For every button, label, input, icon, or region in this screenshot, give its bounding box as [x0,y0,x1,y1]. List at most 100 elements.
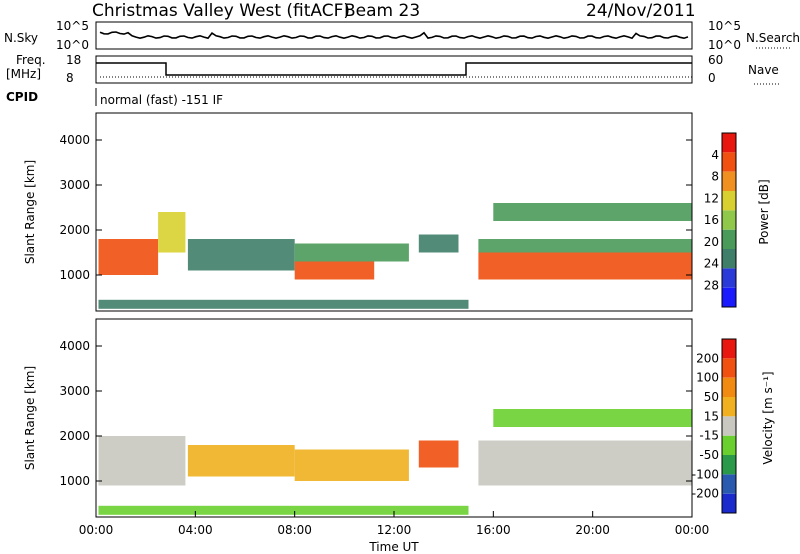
x-tick-label-2: 08:00 [277,523,312,537]
power-colorbar-swatch-2 [722,249,736,269]
velocity-y-axis-label: Slant Range [km] [23,366,37,470]
velocity-colorbar-tick-2: 50 [704,390,719,404]
velocity-colorbar-tick-4: -15 [699,429,719,443]
velocity-patch-5 [493,409,692,427]
power-colorbar-swatch-8 [722,133,736,153]
power-colorbar-tick-4: 20 [704,235,719,249]
nave-tick-top: 60 [708,53,723,67]
noise-right-label: N.Search [746,31,800,45]
power-y-axis: 1000 2000 3000 4000 [59,133,692,282]
freq-tick-top: 18 [66,53,81,67]
power-patch-7 [478,239,692,253]
power-colorbar-swatch-1 [722,268,736,288]
date-label: 24/Nov/2011 [586,1,696,21]
velocity-colorbar-tick-0: 200 [696,351,719,365]
power-patch-6 [478,252,692,280]
velocity-patch-3 [418,440,459,468]
power-colorbar-frame [721,132,737,308]
freq-label-1: Freq. [16,53,46,67]
velocity-patch-2 [294,449,409,481]
x-tick-label-6: 00:00 [675,523,710,537]
power-colorbar-swatch-7 [722,152,736,172]
velocity-colorbar-swatch-4 [722,416,736,436]
power-y-tick-label-0: 1000 [59,268,90,282]
noise-series [99,31,689,40]
nave-tick-bottom: 0 [708,71,716,85]
power-y-axis-label: Slant Range [km] [23,160,37,264]
velocity-colorbar-swatch-0 [722,493,736,513]
x-tick-label-3: 12:00 [377,523,412,537]
velocity-colorbar-swatch-6 [722,377,736,397]
velocity-patch-1 [187,445,295,477]
x-tick-label-5: 20:00 [575,523,610,537]
power-colorbar-swatch-5 [722,191,736,211]
power-patch-5 [418,234,459,253]
power-colorbar-tick-6: 28 [704,278,719,292]
power-colorbar-swatch-6 [722,171,736,191]
x-tick-label-0: 00:00 [79,523,114,537]
station-title: Christmas Valley West (fitACF) [92,1,350,21]
power-patch-9 [98,299,469,309]
power-patch-2 [187,239,295,271]
velocity-colorbar-tick-3: 15 [704,409,719,423]
beam-label: Beam 23 [344,1,420,21]
power-colorbar-tick-1: 8 [711,170,719,184]
frequency-panel-frame [95,55,693,84]
velocity-y-axis: 1000 2000 3000 4000 [59,339,692,488]
velocity-colorbar-swatch-3 [722,435,736,455]
velocity-y-tick-label-0: 1000 [59,474,90,488]
nave-label: Nave [748,63,779,77]
power-panel-frame [95,112,693,312]
power-y-tick-label-3: 4000 [59,133,90,147]
frequency-panel: Freq. [MHz] 18 8 60 0 Nave [6,53,780,85]
power-heatmap-cells [98,203,692,309]
velocity-y-tick-label-1: 2000 [59,429,90,443]
velocity-y-tick-label-3: 4000 [59,339,90,353]
noise-left-tick-top: 10^5 [56,19,89,33]
noise-right-tick-bottom: 10^0 [708,38,741,52]
freq-label-2: [MHz] [6,67,41,81]
power-colorbar: 4 8 12 16 20 24 28 [704,132,737,308]
velocity-colorbar-swatch-1 [722,474,736,494]
power-colorbar-tick-5: 24 [704,257,719,271]
velocity-colorbar-tick-7: -200 [692,487,719,501]
noise-right-tick-top: 10^5 [708,19,741,33]
velocity-colorbar-swatch-8 [722,339,736,359]
power-patch-1 [158,212,186,253]
power-colorbar-swatch-0 [722,287,736,307]
velocity-colorbar-label: Velocity [m s⁻¹] [761,371,775,464]
velocity-colorbar-frame [721,338,737,514]
power-patch-4 [294,243,409,262]
velocity-patch-0 [98,436,186,486]
velocity-colorbar-tick-1: 100 [696,371,719,385]
power-colorbar-tick-0: 4 [711,148,719,162]
cpid-mode-text: normal (fast) -151 IF [100,93,223,107]
power-y-tick-label-1: 2000 [59,223,90,237]
power-colorbar-swatch-4 [722,210,736,230]
power-y-tick-label-2: 3000 [59,178,90,192]
time-x-axis: 00:00 04:00 08:00 12:00 16:00 20:00 00:00 [79,511,710,537]
cpid-label: CPID [6,90,38,104]
velocity-panel: 1000 2000 3000 4000 Slant Range [km] 200 100… [23,318,775,554]
power-colorbar-tick-2: 12 [704,191,719,205]
power-patch-0 [98,239,159,275]
time-x-axis-label: Time UT [368,540,419,554]
velocity-colorbar: 200 100 50 15 -15 -50 -100 -200 [692,338,737,514]
power-colorbar-swatch-3 [722,229,736,249]
noise-panel: N.Sky 10^5 10^0 10^5 10^0 N.Search [4,19,800,52]
velocity-colorbar-tick-6: -100 [692,467,719,481]
velocity-colorbar-swatch-7 [722,358,736,378]
velocity-y-tick-label-2: 3000 [59,384,90,398]
velocity-patch-4 [478,440,692,486]
velocity-patch-6 [98,505,469,515]
power-panel: 1000 2000 3000 4000 Slant Range [km] 4 8 12 16… [23,112,771,312]
noise-left-label: N.Sky [4,31,38,45]
velocity-colorbar-swatch-5 [722,397,736,417]
velocity-colorbar-swatch-2 [722,455,736,475]
power-colorbar-tick-3: 16 [704,213,719,227]
power-colorbar-label: Power [dB] [757,179,771,244]
power-patch-3 [294,261,375,280]
power-patch-8 [493,203,692,221]
velocity-heatmap-cells [98,409,692,515]
